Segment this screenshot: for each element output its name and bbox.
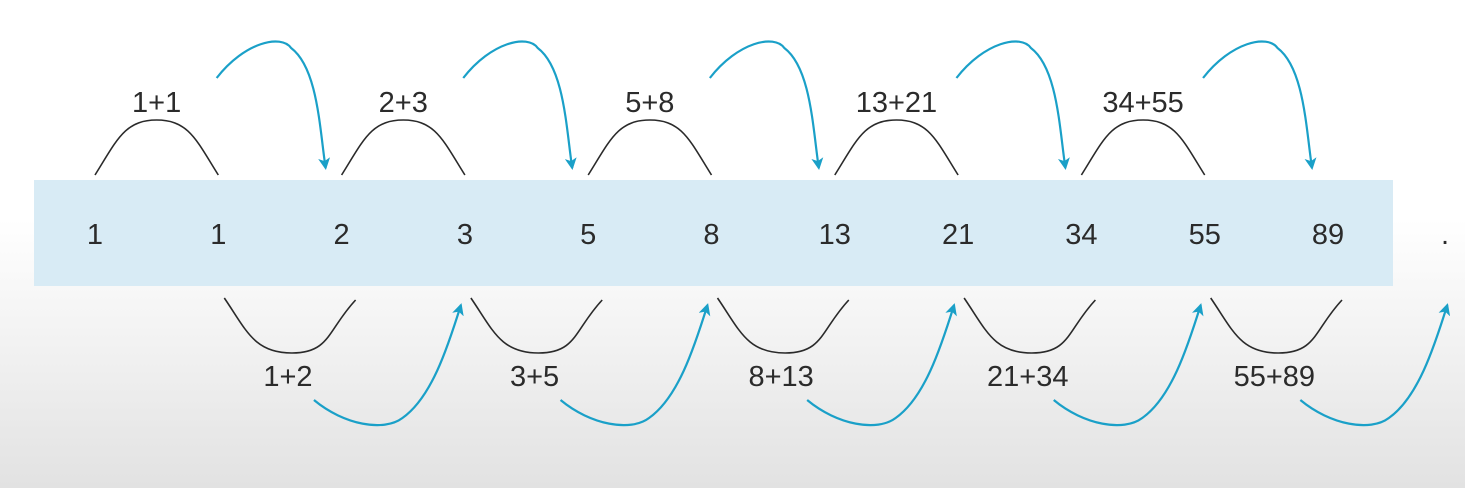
top-sum-label: 13+21 <box>856 87 937 119</box>
bottom-sum-arc <box>716 297 850 354</box>
sum-bracket-arcs <box>94 119 1343 354</box>
sum-labels: 1+1 2+3 5+8 13+21 34+55 1+2 3+5 8+13 21+34 55+89 <box>132 87 1315 393</box>
sequence-numbers: 1 1 2 3 5 8 13 21 34 55 89 <box>87 219 1344 251</box>
sequence-number: 89 <box>1312 219 1344 251</box>
bottom-sum-arc <box>963 297 1096 354</box>
bottom-result-arrow <box>1299 303 1451 427</box>
top-result-arrow <box>1202 40 1317 170</box>
top-result-arrow <box>708 40 824 170</box>
top-sum-arc <box>834 119 959 176</box>
top-result-arrow <box>462 40 577 170</box>
sequence-number: 55 <box>1189 219 1221 251</box>
sequence-number: 21 <box>942 219 974 251</box>
sequence-number: 5 <box>580 219 596 251</box>
top-result-arrow <box>215 40 331 170</box>
bottom-sum-arc <box>1210 297 1343 354</box>
sequence-number: 1 <box>210 219 226 251</box>
bottom-sum-arc <box>223 297 357 354</box>
bottom-sum-label: 55+89 <box>1234 361 1315 393</box>
sequence-number: 3 <box>457 219 473 251</box>
bottom-sum-label: 1+2 <box>263 361 312 393</box>
bottom-sum-label: 3+5 <box>510 361 559 393</box>
top-sum-label: 5+8 <box>625 87 674 119</box>
bottom-result-arrow <box>559 303 711 427</box>
bottom-sum-label: 21+34 <box>987 361 1068 393</box>
top-sum-label: 1+1 <box>132 87 181 119</box>
bottom-sum-arc <box>470 297 603 354</box>
top-sum-label: 2+3 <box>379 87 428 119</box>
bottom-result-arrow <box>1053 303 1204 427</box>
top-result-arrow <box>955 40 1070 170</box>
bottom-result-arrow <box>313 303 464 427</box>
continuation-dot: . <box>1441 219 1449 251</box>
sequence-number: 34 <box>1065 219 1097 251</box>
top-sum-arc <box>587 119 713 176</box>
top-sum-arc <box>340 119 466 176</box>
sequence-number: 13 <box>819 219 851 251</box>
bottom-sum-label: 8+13 <box>748 361 813 393</box>
sequence-band <box>34 180 1393 286</box>
sequence-number: 2 <box>334 219 350 251</box>
top-sum-label: 34+55 <box>1102 87 1183 119</box>
top-sum-arc <box>94 119 219 176</box>
sequence-number: 1 <box>87 219 103 251</box>
bottom-result-arrow <box>806 303 957 427</box>
sequence-number: 8 <box>703 219 719 251</box>
top-sum-arc <box>1080 119 1206 176</box>
result-arrows <box>215 40 1451 427</box>
